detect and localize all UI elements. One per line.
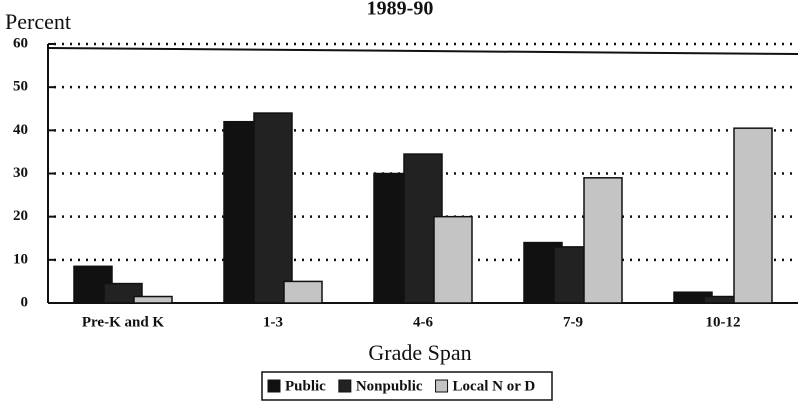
x-axis-label: Grade Span	[368, 340, 471, 365]
bar	[583, 177, 623, 304]
x-tick-label: Pre-K and K	[82, 314, 165, 330]
y-tick-label: 0	[21, 294, 29, 310]
chart-title: 1989-90	[367, 0, 434, 20]
x-tick-label: 10-12	[706, 314, 741, 330]
legend-swatch	[267, 379, 281, 393]
y-tick-label: 50	[13, 79, 28, 95]
legend-label: Nonpublic	[356, 378, 423, 394]
bar	[133, 295, 173, 304]
y-tick-label: 20	[13, 208, 28, 224]
bar	[733, 127, 773, 304]
y-tick-label: 10	[13, 251, 28, 267]
bar	[433, 215, 473, 304]
y-axis-label: Percent	[5, 9, 71, 34]
x-tick-label: 4-6	[413, 314, 433, 330]
bar	[283, 280, 323, 304]
bar	[103, 282, 143, 304]
bar	[253, 112, 293, 304]
legend-swatch	[435, 379, 449, 393]
y-tick-label: 30	[13, 165, 28, 181]
y-tick-label: 40	[13, 122, 28, 138]
legend-swatch	[338, 379, 352, 393]
y-tick-label: 60	[13, 35, 28, 51]
legend-box	[261, 371, 553, 401]
x-tick-label: 7-9	[563, 314, 583, 330]
legend-label: Public	[285, 378, 326, 394]
legend-label: Local N or D	[453, 378, 536, 394]
x-tick-label: 1-3	[263, 314, 283, 330]
top-border	[47, 47, 799, 55]
